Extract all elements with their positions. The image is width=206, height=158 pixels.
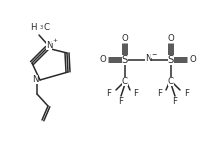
Text: S: S	[167, 55, 173, 65]
Text: −: −	[151, 52, 156, 58]
Text: N: N	[32, 76, 38, 85]
Text: C: C	[167, 78, 173, 86]
Text: O: O	[189, 55, 195, 64]
Text: F: F	[118, 97, 123, 106]
Text: H: H	[30, 24, 37, 33]
Text: F: F	[133, 89, 138, 98]
Text: 3: 3	[40, 25, 43, 30]
Text: F: F	[184, 89, 188, 98]
Text: C: C	[121, 78, 127, 86]
Text: N: N	[46, 42, 52, 51]
Text: N: N	[144, 55, 151, 64]
Text: F: F	[157, 89, 162, 98]
Text: O: O	[99, 55, 106, 64]
Text: O: O	[121, 34, 128, 43]
Text: +: +	[52, 39, 57, 43]
Text: C: C	[44, 24, 50, 33]
Text: F: F	[172, 97, 177, 106]
Text: O: O	[167, 34, 173, 43]
Text: F: F	[106, 89, 111, 98]
Text: S: S	[121, 55, 128, 65]
